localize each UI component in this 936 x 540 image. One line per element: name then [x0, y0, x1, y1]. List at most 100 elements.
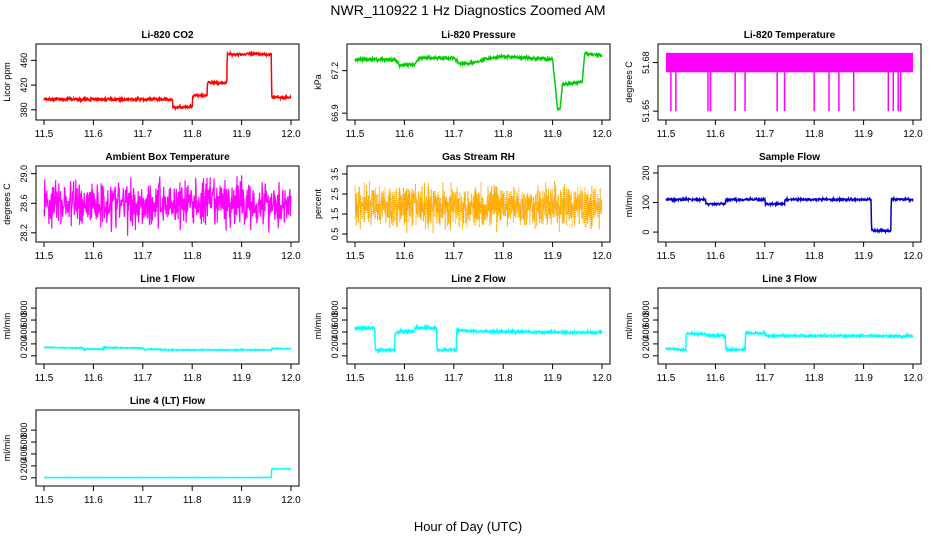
panel-3: Li-820 Temperature degrees C 11.5 11.6 11.7 1… — [624, 30, 923, 140]
panel-title: Ambient Box Temperature — [105, 152, 230, 163]
plot-frame — [35, 43, 300, 121]
series-points — [354, 180, 603, 233]
x-tick-label: 11.7 — [444, 129, 463, 140]
x-tick-label: 11.8 — [183, 373, 202, 384]
x-tick-label: 11.9 — [543, 373, 562, 384]
y-axis-label: Licor ppm — [2, 62, 12, 102]
y-tick-label: 600 — [19, 435, 29, 450]
series-line — [665, 329, 914, 354]
y-tick-label: 51.65 — [641, 100, 651, 123]
panel-title: Gas Stream RH — [442, 152, 515, 163]
x-tick-label: 11.9 — [543, 251, 562, 262]
x-tick-label: 12.0 — [903, 129, 923, 140]
x-tick-label: 11.9 — [232, 129, 251, 140]
y-tick-label: 66.9 — [330, 104, 340, 122]
x-tick-label: 11.6 — [84, 129, 103, 140]
series-group — [665, 329, 914, 354]
x-tick-label: 11.8 — [183, 495, 202, 506]
y-tick-label: 380 — [19, 102, 29, 117]
y-tick-label: 28.6 — [19, 194, 29, 212]
x-tick-label: 11.5 — [35, 495, 54, 506]
plot-frame — [35, 409, 300, 487]
series-line — [354, 323, 603, 354]
y-tick-label: 200 — [330, 336, 340, 351]
y-tick-label: 0 — [641, 353, 651, 358]
series-line — [44, 467, 291, 479]
y-tick-label: 100 — [641, 195, 651, 210]
y-axis-label: kPa — [313, 74, 323, 90]
y-tick-label: 67.2 — [330, 62, 340, 80]
x-tick-label: 11.6 — [706, 251, 725, 262]
x-tick-label: 11.8 — [183, 129, 202, 140]
x-tick-label: 11.8 — [805, 129, 824, 140]
x-tick-label: 11.7 — [133, 129, 152, 140]
panel-2: Li-820 Pressure kPa 11.5 11.6 11.7 11.8 11.9 12… — [313, 30, 612, 140]
y-tick-label: 600 — [330, 313, 340, 328]
x-tick-label: 12.0 — [281, 251, 301, 262]
y-tick-label: 2.5 — [330, 188, 340, 201]
y-tick-label: 420 — [19, 78, 29, 93]
x-tick-label: 11.9 — [854, 373, 873, 384]
x-tick-label: 11.5 — [346, 373, 365, 384]
plot-frame — [35, 165, 300, 243]
x-tick-label: 11.5 — [35, 251, 54, 262]
x-tick-label: 12.0 — [903, 373, 923, 384]
series-line — [43, 345, 292, 353]
x-tick-label: 12.0 — [592, 373, 612, 384]
x-tick-label: 11.9 — [232, 251, 251, 262]
x-tick-label: 11.9 — [543, 129, 562, 140]
y-tick-label: 800 — [19, 301, 29, 316]
x-tick-label: 11.8 — [805, 251, 824, 262]
series-group — [666, 52, 913, 112]
figure-xlabel: Hour of Day (UTC) — [414, 519, 522, 534]
x-tick-label: 11.6 — [706, 373, 725, 384]
x-tick-label: 11.5 — [346, 129, 365, 140]
x-tick-label: 11.5 — [657, 251, 676, 262]
series-line — [354, 50, 603, 112]
y-axis-label: ml/min — [2, 313, 12, 340]
x-tick-label: 11.6 — [84, 251, 103, 262]
panel-title: Line 1 Flow — [140, 274, 195, 285]
panel-10: Line 4 (LT) Flow ml/min 11.5 11.6 11.7 11.8 11… — [2, 396, 301, 506]
y-tick-label: 400 — [19, 324, 29, 339]
y-tick-label: 800 — [330, 301, 340, 316]
x-tick-label: 11.7 — [755, 373, 774, 384]
panel-title: Li-820 CO2 — [141, 30, 194, 41]
x-tick-label: 11.9 — [854, 129, 873, 140]
series-group — [665, 195, 914, 235]
figure-title: NWR_110922 1 Hz Diagnostics Zoomed AM — [330, 2, 605, 18]
y-tick-label: 800 — [19, 423, 29, 438]
y-axis-label: ml/min — [2, 435, 12, 462]
x-tick-label: 11.5 — [35, 129, 54, 140]
x-tick-label: 11.6 — [84, 373, 103, 384]
panel-title: Li-820 Pressure — [441, 30, 516, 41]
y-tick-label: 51.68 — [641, 51, 651, 74]
x-tick-label: 12.0 — [903, 251, 923, 262]
y-tick-label: 600 — [641, 313, 651, 328]
panel-6: Sample Flow ml/min 11.5 11.6 11.7 11.8 11.9 12.… — [624, 152, 923, 262]
x-tick-label: 11.6 — [395, 373, 414, 384]
x-tick-label: 11.6 — [395, 129, 414, 140]
x-tick-label: 11.7 — [755, 129, 774, 140]
series-group — [354, 50, 603, 112]
panel-title: Line 3 Flow — [762, 274, 817, 285]
series-group — [354, 323, 603, 354]
y-axis-label: ml/min — [313, 313, 323, 340]
x-tick-label: 12.0 — [281, 129, 301, 140]
panel-7: Line 1 Flow ml/min 11.5 11.6 11.7 11.8 11.9 12.… — [2, 274, 301, 384]
y-tick-label: 600 — [19, 313, 29, 328]
x-tick-label: 11.5 — [657, 129, 676, 140]
x-tick-label: 11.5 — [657, 373, 676, 384]
y-tick-label: 200 — [641, 165, 651, 180]
x-tick-label: 11.8 — [494, 251, 513, 262]
series-line — [43, 175, 292, 236]
plot-frame — [346, 43, 611, 121]
y-tick-label: 0 — [641, 230, 651, 235]
panel-title: Li-820 Temperature — [744, 30, 836, 41]
panel-title: Line 4 (LT) Flow — [130, 396, 206, 407]
y-axis-label: ml/min — [624, 313, 634, 340]
y-tick-label: 29.0 — [19, 165, 29, 183]
x-tick-label: 11.7 — [133, 251, 152, 262]
y-tick-label: 400 — [19, 446, 29, 461]
y-tick-label: 200 — [641, 336, 651, 351]
